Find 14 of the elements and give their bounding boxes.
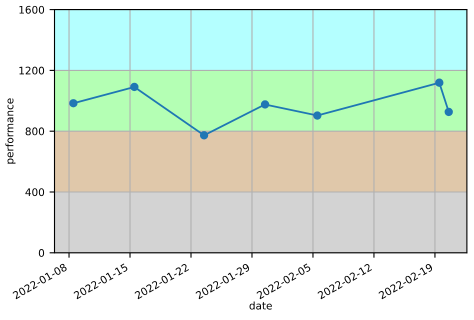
point: [435, 78, 444, 87]
y-axis-title: performance: [5, 98, 16, 164]
y-tick-label: 800: [26, 127, 44, 136]
y-tick-label: 400: [25, 188, 44, 196]
point: [313, 111, 322, 120]
point: [444, 108, 453, 116]
y-tick-label: 1200: [19, 66, 44, 75]
y-tick-label: 0: [38, 249, 44, 257]
point: [130, 82, 139, 92]
point: [69, 99, 78, 108]
point: [200, 131, 208, 140]
point: [260, 100, 270, 109]
x-axis-title: date: [250, 302, 272, 310]
y-tick-label: 1600: [19, 6, 44, 14]
